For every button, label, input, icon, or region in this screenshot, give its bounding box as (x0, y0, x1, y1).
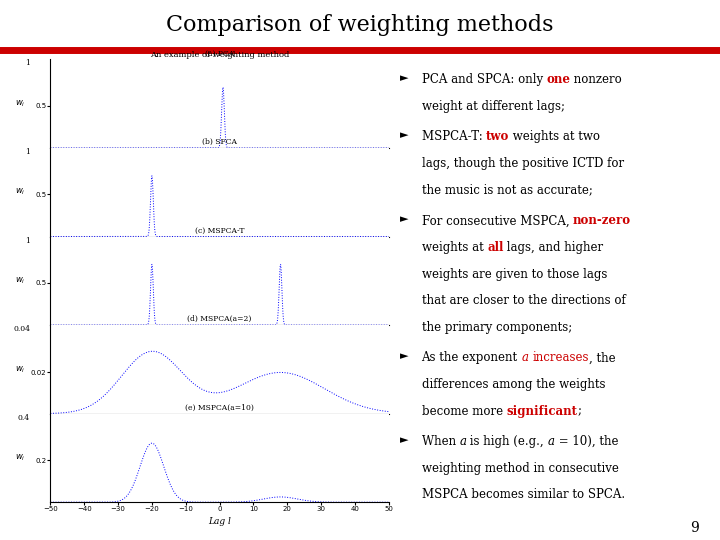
Text: nonzero: nonzero (570, 73, 622, 86)
Text: (e) MSPCA(a=10): (e) MSPCA(a=10) (185, 404, 254, 412)
Text: the music is not as accurate;: the music is not as accurate; (421, 184, 593, 197)
Text: differences among the weights: differences among the weights (421, 378, 605, 391)
Text: (c) MSPCA-T: (c) MSPCA-T (195, 227, 244, 235)
Text: weights are given to those lags: weights are given to those lags (421, 267, 607, 280)
Text: 1: 1 (25, 59, 30, 68)
Text: significant: significant (506, 404, 577, 417)
Text: all: all (487, 241, 503, 254)
Text: weighting method in consecutive: weighting method in consecutive (421, 462, 618, 475)
Text: PCA and SPCA: only: PCA and SPCA: only (421, 73, 546, 86)
Text: ►: ► (400, 130, 408, 140)
Text: lags, though the positive ICTD for: lags, though the positive ICTD for (421, 157, 624, 170)
Text: 1: 1 (25, 237, 30, 245)
Text: ;: ; (577, 404, 581, 417)
Text: weights at two: weights at two (509, 130, 600, 144)
Text: , the: , the (589, 352, 616, 365)
Text: a: a (548, 435, 555, 448)
Title: An example of weighting method: An example of weighting method (150, 51, 289, 59)
Text: As the exponent: As the exponent (421, 352, 521, 365)
Text: (a) PCA: (a) PCA (205, 50, 234, 58)
Text: $w_i$: $w_i$ (14, 187, 25, 198)
Text: $w_i$: $w_i$ (14, 364, 25, 375)
Text: $w_i$: $w_i$ (14, 453, 25, 463)
Text: ►: ► (400, 352, 408, 361)
Text: $w_i$: $w_i$ (14, 275, 25, 286)
Text: the primary components;: the primary components; (421, 321, 572, 334)
Text: 0.4: 0.4 (18, 414, 30, 422)
Text: increases: increases (532, 352, 589, 365)
Text: 9: 9 (690, 521, 698, 535)
Text: $w_i$: $w_i$ (14, 98, 25, 109)
Text: For consecutive MSPCA,: For consecutive MSPCA, (421, 214, 573, 227)
Text: = 10), the: = 10), the (555, 435, 618, 448)
Text: weight at different lags;: weight at different lags; (421, 100, 564, 113)
Text: 1: 1 (25, 148, 30, 156)
Text: is high (e.g.,: is high (e.g., (467, 435, 548, 448)
Text: that are closer to the directions of: that are closer to the directions of (421, 294, 625, 307)
Text: one: one (546, 73, 570, 86)
Text: two: two (486, 130, 509, 144)
Text: MSPCA becomes similar to SPCA.: MSPCA becomes similar to SPCA. (421, 489, 625, 502)
Text: non-zero: non-zero (573, 214, 631, 227)
Text: (d) MSPCA(a=2): (d) MSPCA(a=2) (187, 315, 252, 323)
Text: ►: ► (400, 214, 408, 224)
Text: a: a (459, 435, 467, 448)
Text: a: a (521, 352, 528, 365)
Text: Lag l: Lag l (208, 517, 231, 526)
Text: 0.04: 0.04 (13, 325, 30, 333)
Text: ►: ► (400, 435, 408, 445)
Text: ►: ► (400, 73, 408, 83)
Text: weights at: weights at (421, 241, 487, 254)
Text: (b) SFCA: (b) SFCA (202, 138, 237, 146)
Text: When: When (421, 435, 459, 448)
Text: lags, and higher: lags, and higher (503, 241, 603, 254)
Text: Comparison of weighting methods: Comparison of weighting methods (166, 14, 554, 36)
Text: MSPCA-T:: MSPCA-T: (421, 130, 486, 144)
Text: become more: become more (421, 404, 506, 417)
